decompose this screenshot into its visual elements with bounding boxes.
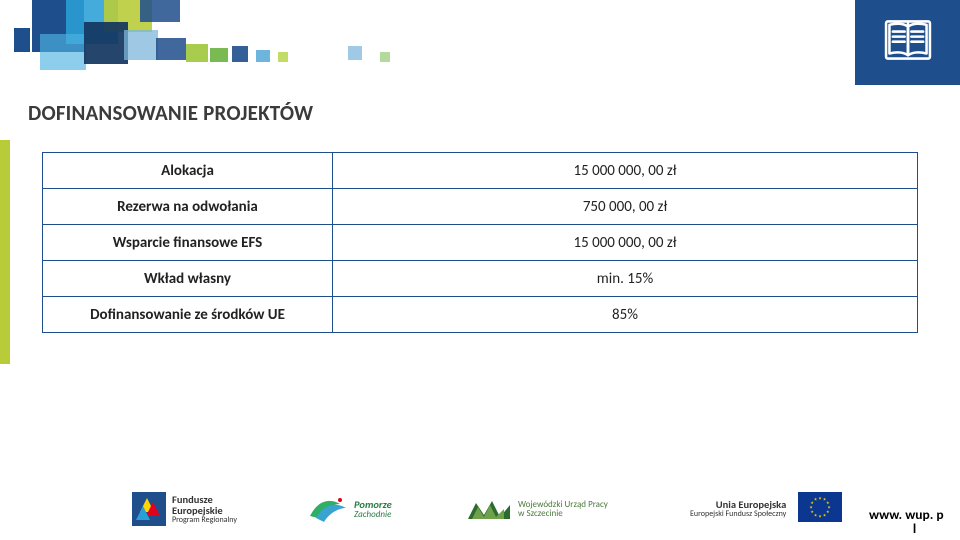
table-row: Wsparcie finansowe EFS15 000 000, 00 zł	[43, 225, 918, 261]
mosaic-square	[140, 0, 180, 22]
wup-griffin-icon	[466, 495, 512, 523]
svg-text:★: ★	[811, 510, 815, 515]
row-value: 15 000 000, 00 zł	[333, 153, 918, 189]
page-title: DOFINANSOWANIE PROJEKTÓW	[28, 100, 313, 126]
table-row: Wkład własnymin. 15%	[43, 261, 918, 297]
footer-url: www. wup. p l	[865, 506, 960, 540]
mosaic-square	[40, 34, 86, 70]
fe-text: Fundusze Europejskie Program Regionalny	[172, 494, 237, 524]
svg-text:★: ★	[814, 513, 818, 518]
funding-table: Alokacja15 000 000, 00 złRezerwa na odwo…	[42, 152, 918, 333]
row-value: 750 000, 00 zł	[333, 189, 918, 225]
mosaic-square	[0, 140, 10, 364]
row-value: min. 15%	[333, 261, 918, 297]
svg-text:★: ★	[814, 497, 818, 502]
fe-mark-icon	[132, 492, 166, 526]
pomorze-zachodnie-logo: Pomorze Zachodnie	[308, 494, 448, 524]
mosaic-square	[84, 22, 128, 64]
svg-text:★: ★	[823, 513, 827, 518]
table-row: Rezerwa na odwołania750 000, 00 zł	[43, 189, 918, 225]
row-label: Wsparcie finansowe EFS	[43, 225, 333, 261]
mosaic-square	[186, 44, 208, 62]
mosaic-square	[14, 28, 30, 52]
pz-swoosh-icon	[308, 494, 348, 524]
mosaic-square	[256, 50, 270, 62]
mosaic-square	[124, 30, 158, 60]
row-label: Alokacja	[43, 153, 333, 189]
corner-tile	[855, 0, 960, 85]
row-label: Wkład własny	[43, 261, 333, 297]
mosaic-square	[210, 48, 228, 62]
wup-text: Wojewódzki Urząd Pracy w Szczecinie	[518, 500, 608, 519]
footer-logos: Fundusze Europejskie Program Regionalny …	[0, 478, 960, 540]
mosaic-square	[348, 46, 362, 60]
mosaic-square	[278, 52, 288, 62]
table-row: Dofinansowanie ze środków UE85%	[43, 297, 918, 333]
svg-text:★: ★	[826, 510, 830, 515]
svg-text:★: ★	[810, 505, 814, 510]
svg-text:★: ★	[819, 496, 823, 501]
ue-text: Unia Europejska Europejski Fundusz Społe…	[690, 499, 786, 518]
mosaic-square	[380, 52, 390, 62]
book-icon	[881, 13, 935, 72]
row-label: Rezerwa na odwołania	[43, 189, 333, 225]
svg-text:★: ★	[819, 514, 823, 519]
pz-text: Pomorze Zachodnie	[354, 499, 392, 519]
mosaic-square	[232, 46, 248, 62]
row-label: Dofinansowanie ze środków UE	[43, 297, 333, 333]
table-row: Alokacja15 000 000, 00 zł	[43, 153, 918, 189]
wup-szczecin-logo: Wojewódzki Urząd Pracy w Szczecinie	[466, 495, 676, 523]
eu-flag-icon: ★★★★★★★★★★★★	[798, 492, 842, 527]
fundusze-europejskie-logo: Fundusze Europejskie Program Regionalny	[132, 492, 290, 526]
row-value: 85%	[333, 297, 918, 333]
row-value: 15 000 000, 00 zł	[333, 225, 918, 261]
mosaic-square	[156, 38, 186, 60]
